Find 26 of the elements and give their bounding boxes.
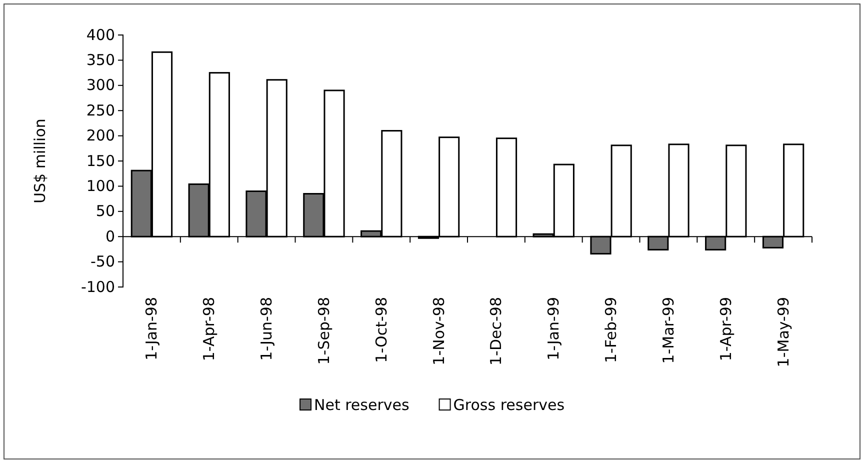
y-tick-label: -50 bbox=[90, 252, 115, 271]
x-tick-label: 1-Apr-99 bbox=[716, 297, 735, 362]
y-tick-label: 250 bbox=[86, 101, 115, 120]
x-tick-label: 1-Nov-98 bbox=[430, 297, 448, 366]
y-tick-label: 300 bbox=[86, 76, 115, 94]
x-tick-label: 1-Dec-98 bbox=[487, 297, 506, 366]
x-tick-label: 1-May-99 bbox=[774, 297, 792, 368]
x-tick-label: 1-Mar-99 bbox=[659, 297, 678, 364]
y-tick-label: 100 bbox=[86, 177, 115, 195]
y-tick-label: 400 bbox=[86, 26, 115, 44]
x-tick-label: 1-Feb-99 bbox=[602, 297, 620, 364]
y-tick-label: 200 bbox=[86, 126, 115, 145]
y-tick-label: 50 bbox=[96, 202, 115, 220]
y-tick-label: 150 bbox=[86, 152, 115, 170]
legend-label: Net reserves bbox=[314, 396, 410, 414]
x-tick-label: 1-Jun-98 bbox=[258, 297, 276, 361]
y-axis-title: US$ million bbox=[31, 118, 49, 204]
legend-label: Gross reserves bbox=[453, 396, 565, 414]
y-tick-label: 350 bbox=[86, 51, 115, 69]
x-tick-label: 1-Jan-99 bbox=[544, 297, 563, 360]
x-tick-label: 1-Apr-98 bbox=[200, 297, 218, 362]
x-tick-label: 1-Jan-98 bbox=[142, 297, 161, 360]
y-tick-label: -100 bbox=[80, 278, 115, 296]
x-tick-label: 1-Oct-98 bbox=[372, 297, 390, 363]
x-tick-label: 1-Sep-98 bbox=[314, 297, 333, 365]
y-tick-label: 0 bbox=[105, 227, 115, 246]
